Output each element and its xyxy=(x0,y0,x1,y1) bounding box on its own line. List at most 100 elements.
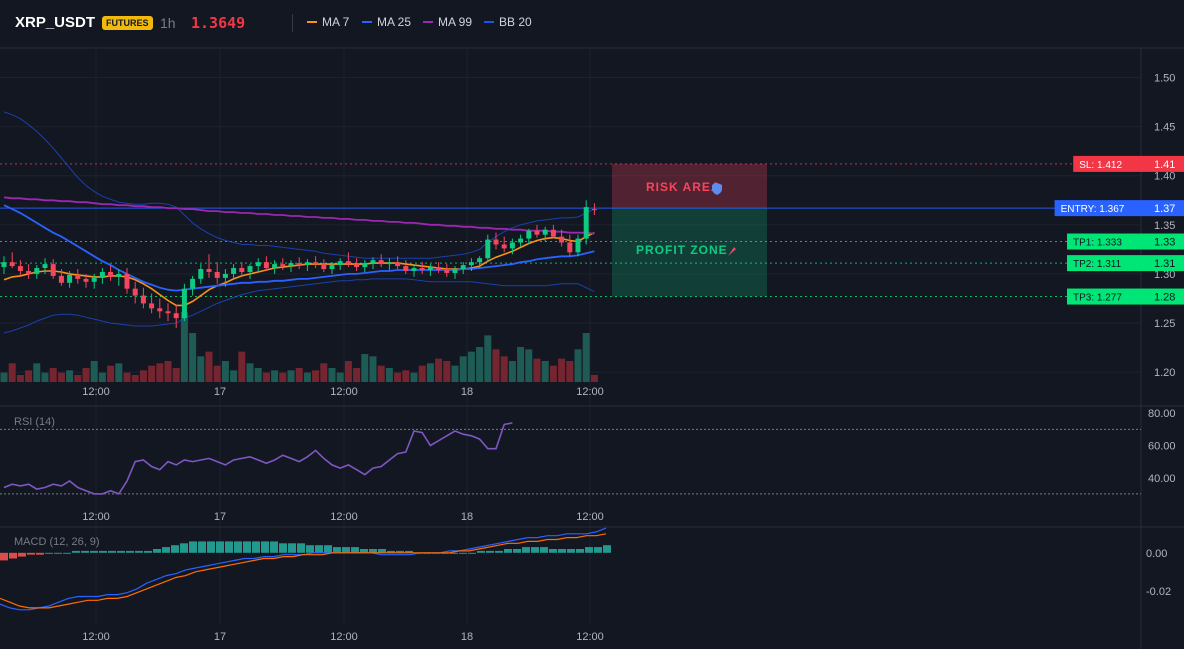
volume-bar xyxy=(574,349,582,382)
macd-histogram-bar xyxy=(477,550,485,553)
volume-bar xyxy=(451,365,459,382)
legend-ma99[interactable]: MA 99 xyxy=(423,15,472,29)
candle-body xyxy=(173,313,179,319)
candle-body xyxy=(526,230,532,239)
candle-body xyxy=(190,278,196,289)
candle-body xyxy=(354,264,360,268)
macd-histogram-bar xyxy=(99,550,107,553)
candle-body xyxy=(247,266,253,272)
level-axis-box xyxy=(1141,288,1184,305)
candle-body xyxy=(575,238,581,253)
symbol-name[interactable]: XRP_USDT xyxy=(15,14,96,31)
legend-label: MA 99 xyxy=(438,15,473,29)
volume-bar xyxy=(57,372,65,382)
candle-body xyxy=(345,261,351,265)
rsi-line xyxy=(3,422,513,495)
candle-body xyxy=(165,311,171,314)
legend-label: MA 7 xyxy=(322,15,350,29)
candle-body xyxy=(411,268,417,271)
candle-body xyxy=(108,271,114,277)
macd-histogram-bar xyxy=(81,550,89,553)
macd-histogram-bar xyxy=(45,552,53,554)
volume-bar xyxy=(98,372,106,382)
macd-histogram-bar xyxy=(36,552,44,555)
macd-histogram-bar xyxy=(297,543,305,553)
time-tick-label: 12:00 xyxy=(330,386,358,398)
candle-body xyxy=(99,271,105,278)
volume-bar xyxy=(262,372,270,382)
volume-bar xyxy=(205,351,213,382)
volume-bar xyxy=(66,370,74,382)
candle-body xyxy=(403,266,409,271)
candle-body xyxy=(436,267,442,271)
volume-bar xyxy=(590,375,598,382)
volume-bar xyxy=(0,372,8,382)
macd-histogram-bar xyxy=(306,545,314,553)
candle-body xyxy=(427,267,433,271)
macd-histogram-bar xyxy=(333,547,341,553)
futures-badge: FUTURES xyxy=(102,16,153,30)
volume-bar xyxy=(16,375,24,382)
candle-body xyxy=(370,260,376,264)
macd-histogram-bar xyxy=(234,541,242,553)
level-label-box xyxy=(1067,255,1141,272)
macd-histogram-bar xyxy=(279,543,287,553)
rsi-tick-label: 80.00 xyxy=(1148,408,1176,420)
macd-histogram-bar xyxy=(396,550,404,553)
level-axis-label: 1.37 xyxy=(1154,203,1175,215)
level-axis-label: 1.33 xyxy=(1154,237,1175,249)
candle-body xyxy=(509,242,515,249)
legend-ma7[interactable]: MA 7 xyxy=(307,15,349,29)
macd-histogram-bar xyxy=(405,550,413,553)
series-line-bb-lower xyxy=(3,278,595,334)
macd-histogram-bar xyxy=(225,541,233,553)
shield-icon xyxy=(712,182,722,195)
volume-bar xyxy=(197,356,205,382)
volume-bar xyxy=(344,361,352,382)
candle-body xyxy=(116,273,122,277)
candle-body xyxy=(542,229,548,235)
candle-body xyxy=(386,262,392,265)
candle-body xyxy=(518,238,524,243)
candle-body xyxy=(255,262,261,267)
time-tick-label: 12:00 xyxy=(576,631,604,643)
macd-label: MACD (12, 26, 9) xyxy=(14,536,100,548)
candle-body xyxy=(198,269,204,279)
candle-body xyxy=(26,270,32,274)
candle-body xyxy=(1,262,7,268)
macd-histogram-bar xyxy=(522,547,530,553)
macd-histogram-bar xyxy=(594,547,602,553)
macd-histogram-bar xyxy=(513,549,521,553)
macd-histogram-bar xyxy=(216,541,224,553)
candle-body xyxy=(263,262,269,269)
legend-ma25[interactable]: MA 25 xyxy=(362,15,411,29)
risk-area-label: RISK AREA xyxy=(646,180,721,194)
macd-histogram-bar xyxy=(90,550,98,553)
macd-histogram-bar xyxy=(531,547,539,553)
candle-body xyxy=(501,244,507,249)
candle-body xyxy=(149,303,155,309)
candle-body xyxy=(485,239,491,259)
price-tick-label: 1.40 xyxy=(1154,171,1175,183)
volume-bar xyxy=(8,363,16,382)
rsi-tick-label: 40.00 xyxy=(1148,473,1176,485)
legend-bb20[interactable]: BB 20 xyxy=(484,15,532,29)
volume-bar xyxy=(443,361,451,382)
candle-body xyxy=(50,264,56,276)
legend-swatch-icon xyxy=(362,21,372,23)
volume-bar xyxy=(164,361,172,382)
legend-label: MA 25 xyxy=(377,15,412,29)
level-axis-box xyxy=(1141,233,1184,250)
volume-bar xyxy=(558,358,566,382)
macd-histogram-bar xyxy=(180,543,188,553)
macd-signal-line xyxy=(0,533,607,609)
candle-body xyxy=(460,265,466,270)
candle-body xyxy=(34,268,40,274)
candle-body xyxy=(321,264,327,270)
legend-swatch-icon xyxy=(484,21,494,23)
level-axis-label: 1.28 xyxy=(1154,292,1175,304)
macd-histogram-bar xyxy=(288,543,296,553)
timeframe-selector[interactable]: 1h xyxy=(160,15,176,31)
volume-bar xyxy=(180,312,188,382)
